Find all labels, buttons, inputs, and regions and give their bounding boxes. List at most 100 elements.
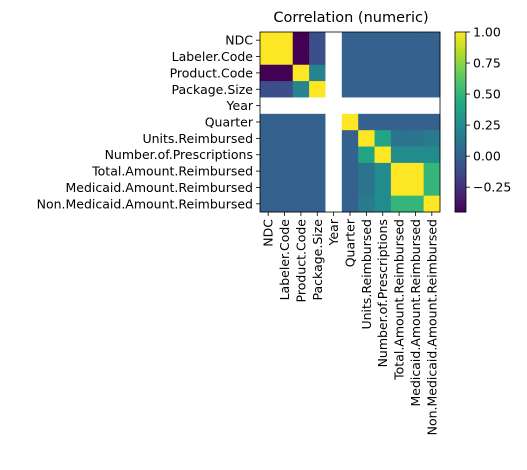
heatmap-cell [407,64,425,82]
heatmap-cell [276,32,294,49]
heatmap-cell [309,64,326,82]
colorbar-segment [455,114,466,117]
heatmap-cell [276,162,294,180]
colorbar-segment [455,196,466,199]
heatmap-cell [358,48,375,66]
heatmap-cell [292,113,310,131]
heatmap-cell [309,97,326,115]
colorbar-segment [455,184,466,187]
heatmap-cell [309,162,326,180]
colorbar-segment [455,32,466,35]
heatmap-cell [325,81,343,98]
heatmap-cell [358,179,375,197]
heatmap-cell [292,48,310,66]
heatmap-cell [260,179,277,197]
colorbar-segment [455,180,466,183]
colorbar-segment [455,190,466,193]
heatmap-cell [292,179,310,197]
heatmap-cell [423,113,441,131]
colorbar-segment [455,120,466,123]
colorbar-frame [454,31,467,213]
heatmap-cell [276,81,294,98]
heatmap-cell [260,130,277,147]
row-tick-label: Units.Reimbursed [142,131,253,146]
colorbar-segment [455,58,466,61]
colorbar-segment [455,44,466,47]
heatmap-cell [260,97,277,115]
heatmap-cell [292,195,310,213]
colorbar-segment [455,198,466,201]
heatmap-cell [260,64,277,82]
heatmap-cell [309,48,326,66]
heatmap-cell [309,130,326,147]
heatmap-cell [358,195,375,213]
colorbar-segment [455,166,466,169]
colorbar-segment [455,204,466,207]
colorbar-segment [455,70,466,73]
heatmap-cell [325,162,343,180]
colorbar-segment [455,160,466,163]
colorbar-segment [455,100,466,103]
colorbar-tick-label: 0.50 [473,87,501,102]
colorbar-segment [455,138,466,141]
heatmap-cell [325,32,343,49]
heatmap-cell [390,81,408,98]
colorbar-segment [455,182,466,185]
heatmap-cell [423,162,441,180]
heatmap-cell [309,179,326,197]
colorbar-segment [455,34,466,37]
heatmap-cell [292,81,310,98]
heatmap-cell [260,48,277,66]
heatmap-cell [374,179,392,197]
colorbar-segment [455,66,466,69]
colorbar-segment [455,156,466,159]
heatmap-cell [423,81,441,98]
heatmap-cell [423,32,441,49]
row-tick-label: Number.of.Prescriptions [105,147,253,162]
colorbar-segment [455,154,466,157]
heatmap-cell [292,32,310,49]
heatmap-cell [276,130,294,147]
colorbar-segment [455,150,466,153]
colorbar-segment [455,80,466,83]
colorbar-segment [455,116,466,119]
heatmap-cell [407,32,425,49]
row-tick-label: Package.Size [172,82,254,97]
colorbar-segment [455,88,466,91]
colorbar-segment [455,174,466,177]
heatmap-cell [374,113,392,131]
heatmap-cell [374,32,392,49]
heatmap-cell [390,179,408,197]
heatmap-cell [390,113,408,131]
colorbar-segment [455,206,466,209]
colorbar-segment [455,36,466,39]
heatmap-cell [407,97,425,115]
heatmap-cell [374,195,392,213]
heatmap-cell [260,113,277,131]
colorbar-segment [455,68,466,71]
colorbar-segment [455,208,466,211]
colorbar-segment [455,186,466,189]
colorbar-segment [455,172,466,175]
row-tick-label: Labeler.Code [172,49,254,64]
heatmap-cell [292,146,310,164]
colorbar-segment [455,158,466,161]
heatmap-cell [325,179,343,197]
colorbar-segment [455,82,466,85]
heatmap-cell [292,97,310,115]
heatmap-cell [407,162,425,180]
colorbar-segment [455,74,466,77]
heatmap-cell [276,146,294,164]
row-tick-label: Year [226,98,254,113]
colorbar-tick-label: 0.75 [473,56,501,71]
colorbar-segment [455,170,466,173]
colorbar-segment [455,64,466,67]
heatmap-cell [276,113,294,131]
colorbar-segment [455,202,466,205]
colorbar-segment [455,192,466,195]
heatmap-cell [407,130,425,147]
heatmap-cell [309,195,326,213]
heatmap-cell [260,162,277,180]
heatmap-cell [309,32,326,49]
heatmap-cell [325,130,343,147]
